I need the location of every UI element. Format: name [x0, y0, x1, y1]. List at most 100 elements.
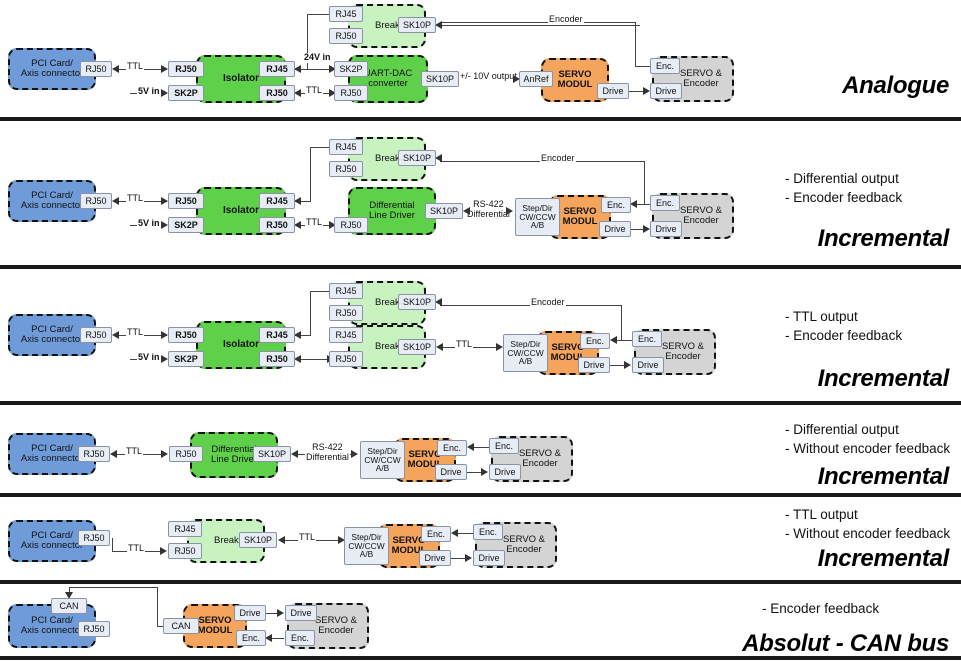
port-sk2p-isolator[interactable]: SK2P	[168, 351, 204, 367]
arrow-ttl-iso-left-2	[294, 220, 301, 229]
port-drive-servo-5[interactable]: Drive	[419, 550, 451, 566]
port-stepdir-2[interactable]: Step/Dir CW/CCW A/B	[515, 198, 560, 236]
port-sk10p-dld-4[interactable]: SK10P	[253, 446, 291, 462]
arrow-ttl-dld-right	[329, 220, 336, 229]
port-drive-servoenc-6[interactable]: Drive	[285, 605, 317, 621]
pci-card-line2: Axis connector	[20, 540, 84, 551]
port-rj45-breakout-5[interactable]: RJ45	[168, 521, 202, 537]
arrow-ttl-left-5b	[278, 535, 285, 544]
arrow-drive-4	[481, 467, 488, 476]
port-enc-servo-4[interactable]: Enc.	[437, 440, 467, 456]
arrow-ttl-right-4	[161, 449, 168, 458]
servo-encoder-4-line1: SERVO &	[518, 447, 562, 459]
port-rj50-isolator-in[interactable]: RJ50	[168, 327, 204, 343]
port-enc-servo-3[interactable]: Enc.	[580, 333, 610, 349]
port-enc-servo-5[interactable]: Enc.	[421, 526, 451, 542]
port-rj50-isolator-out[interactable]: RJ50	[259, 85, 295, 101]
pci-card-line1: PCI Card/	[31, 323, 73, 335]
row-separator-5	[0, 580, 961, 584]
port-enc-servoenc-1[interactable]: Enc.	[650, 58, 680, 74]
servo-modul-5-line1: SERVO	[392, 534, 426, 546]
stepdir-line2: CW/CCW	[348, 540, 385, 551]
port-drive-servoenc-5[interactable]: Drive	[473, 550, 505, 566]
port-rj50-pci-6[interactable]: RJ50	[78, 621, 110, 637]
port-drive-servoenc-3[interactable]: Drive	[632, 357, 664, 373]
port-rj50-breakout-3b[interactable]: RJ50	[329, 351, 363, 367]
port-rj45-breakout-2[interactable]: RJ45	[329, 139, 363, 155]
port-rj50-pci[interactable]: RJ50	[80, 327, 112, 343]
port-rj50-dld[interactable]: RJ50	[334, 217, 368, 233]
port-rj45-breakout-3b[interactable]: RJ45	[329, 327, 363, 343]
port-drive-servo-4[interactable]: Drive	[435, 464, 467, 480]
port-rj50-isolator-in[interactable]: RJ50	[168, 61, 204, 77]
port-stepdir-5[interactable]: Step/Dir CW/CCW A/B	[344, 527, 389, 565]
port-drive-servoenc-1[interactable]: Drive	[650, 83, 682, 99]
port-rj50-pci[interactable]: RJ50	[78, 446, 110, 462]
port-rj45-breakout-1[interactable]: RJ45	[329, 6, 363, 22]
wire-enc-join-1	[635, 66, 651, 67]
block-pci-card[interactable]: PCI Card/ Axis connector	[8, 520, 96, 562]
arrow-ttl-left-4	[110, 449, 117, 458]
port-rj45-isolator-out[interactable]: RJ45	[259, 61, 295, 77]
port-can-pci-6[interactable]: CAN	[51, 598, 87, 614]
breakout-label-5: Breakout	[213, 534, 253, 546]
port-enc-servoenc-3[interactable]: Enc.	[632, 331, 662, 347]
port-stepdir-3[interactable]: Step/Dir CW/CCW A/B	[503, 334, 548, 372]
row-incremental-diff-noenc: PCI Card/ Axis connector RJ50 TTL Differ…	[0, 405, 961, 496]
port-sk10p-dld[interactable]: SK10P	[425, 203, 463, 219]
breakout-label-3b: Breakout	[374, 340, 414, 352]
dld-line2: Line Driver	[211, 454, 257, 465]
port-rj50-dld-4[interactable]: RJ50	[169, 446, 203, 462]
port-drive-servoenc-2[interactable]: Drive	[650, 221, 682, 237]
port-rj50-pci[interactable]: RJ50	[80, 193, 112, 209]
port-rj45-breakout-3a[interactable]: RJ45	[329, 283, 363, 299]
port-drive-servo-3[interactable]: Drive	[578, 357, 610, 373]
port-drive-servo-6[interactable]: Drive	[234, 605, 266, 621]
port-drive-servo-2[interactable]: Drive	[599, 221, 631, 237]
wire-rj45-breakout-top	[307, 14, 330, 15]
arrow-rs422-right-4	[351, 449, 358, 458]
port-sk10p-breakout-3b[interactable]: SK10P	[398, 339, 436, 355]
label-5v-in-3: 5V in	[137, 352, 161, 363]
port-rj50-breakout-2[interactable]: RJ50	[329, 161, 363, 177]
port-rj50-uart[interactable]: RJ50	[334, 85, 368, 101]
port-can-servo-6[interactable]: CAN	[163, 618, 199, 634]
port-sk10p-breakout-3a[interactable]: SK10P	[398, 294, 436, 310]
port-drive-servoenc-4[interactable]: Drive	[489, 464, 521, 480]
arrow-iso-left-3	[294, 354, 301, 363]
port-anref-1[interactable]: AnRef	[519, 71, 553, 87]
port-sk2p-isolator[interactable]: SK2P	[168, 85, 204, 101]
row-title-incremental-3: Incremental	[817, 463, 950, 490]
port-rj50-isolator-out[interactable]: RJ50	[259, 351, 295, 367]
port-enc-servo-2[interactable]: Enc.	[601, 197, 631, 213]
block-diff-line-driver-2[interactable]: Differential Line Driver	[348, 187, 436, 235]
arrow-drive-3	[624, 360, 631, 369]
port-rj50-isolator-in[interactable]: RJ50	[168, 193, 204, 209]
port-sk10p-breakout-1[interactable]: SK10P	[398, 17, 436, 33]
port-rj45-isolator-out[interactable]: RJ45	[259, 327, 295, 343]
port-enc-servoenc-2[interactable]: Enc.	[650, 195, 680, 211]
port-enc-servoenc-4[interactable]: Enc.	[489, 438, 519, 454]
arrow-ttl-to-isolator	[161, 196, 168, 205]
port-rj45-isolator-out[interactable]: RJ45	[259, 193, 295, 209]
port-sk10p-breakout-2[interactable]: SK10P	[398, 150, 436, 166]
port-rj50-breakout-3a[interactable]: RJ50	[329, 305, 363, 321]
port-rj50-isolator-out[interactable]: RJ50	[259, 217, 295, 233]
port-rj50-breakout-1[interactable]: RJ50	[329, 28, 363, 44]
port-enc-servoenc-5[interactable]: Enc.	[473, 524, 503, 540]
port-sk10p-uart[interactable]: SK10P	[421, 71, 459, 87]
port-rj50-pci[interactable]: RJ50	[78, 530, 110, 546]
port-rj50-pci[interactable]: RJ50	[80, 61, 112, 77]
port-sk2p-uart[interactable]: SK2P	[334, 61, 368, 77]
bullet-1: - TTL output	[785, 309, 858, 324]
port-rj50-breakout-5[interactable]: RJ50	[168, 543, 202, 559]
port-enc-servoenc-6[interactable]: Enc.	[285, 630, 315, 646]
port-sk10p-breakout-5[interactable]: SK10P	[239, 532, 277, 548]
port-drive-servo-1[interactable]: Drive	[597, 83, 629, 99]
arrow-ttl-uart-right	[329, 88, 336, 97]
wire-drive-2	[631, 229, 647, 230]
port-sk2p-isolator[interactable]: SK2P	[168, 217, 204, 233]
port-enc-servo-6[interactable]: Enc.	[236, 630, 266, 646]
port-stepdir-4[interactable]: Step/Dir CW/CCW A/B	[360, 441, 405, 479]
